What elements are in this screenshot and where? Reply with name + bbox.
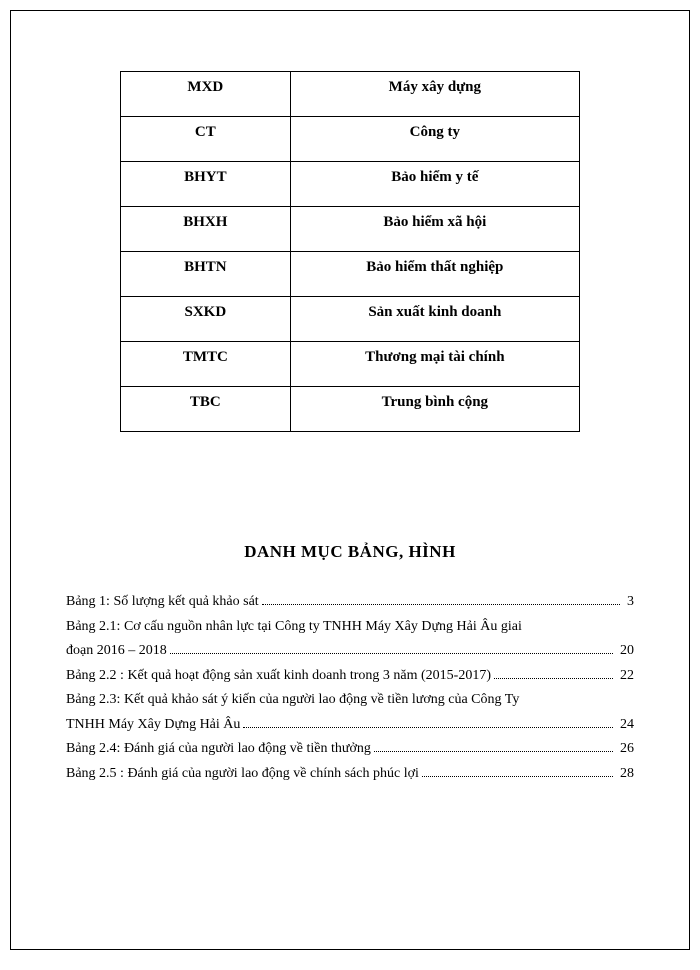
abbr-cell: BHTN bbox=[121, 252, 291, 297]
table-row: BHTN Bảo hiểm thất nghiệp bbox=[121, 252, 580, 297]
table-row: TBC Trung bình cộng bbox=[121, 387, 580, 432]
table-of-contents: Bảng 1: Số lượng kết quả khảo sát 3 Bảng… bbox=[66, 590, 634, 786]
toc-entry: Bảng 2.2 : Kết quả hoạt động sản xuất ki… bbox=[66, 664, 634, 689]
full-cell: Bảo hiểm thất nghiệp bbox=[290, 252, 579, 297]
toc-text: TNHH Máy Xây Dựng Hải Âu bbox=[66, 713, 240, 738]
table-row: SXKD Sản xuất kinh doanh bbox=[121, 297, 580, 342]
toc-leader bbox=[170, 641, 613, 654]
toc-entry: Bảng 2.4: Đánh giá của người lao động về… bbox=[66, 737, 634, 762]
toc-text: Bảng 2.4: Đánh giá của người lao động về… bbox=[66, 737, 371, 762]
toc-page: 24 bbox=[616, 713, 634, 738]
toc-entry: Bảng 1: Số lượng kết quả khảo sát 3 bbox=[66, 590, 634, 615]
toc-page: 26 bbox=[616, 737, 634, 762]
toc-leader bbox=[262, 592, 620, 605]
toc-text: Bảng 2.1: Cơ cấu nguồn nhân lực tại Công… bbox=[66, 615, 634, 640]
toc-leader bbox=[494, 666, 613, 679]
full-cell: Trung bình cộng bbox=[290, 387, 579, 432]
table-row: TMTC Thương mại tài chính bbox=[121, 342, 580, 387]
document-page: MXD Máy xây dựng CT Công ty BHYT Bảo hiể… bbox=[10, 10, 690, 950]
table-row: MXD Máy xây dựng bbox=[121, 72, 580, 117]
abbr-cell: TMTC bbox=[121, 342, 291, 387]
abbr-cell: SXKD bbox=[121, 297, 291, 342]
toc-text: đoạn 2016 – 2018 bbox=[66, 639, 167, 664]
full-cell: Công ty bbox=[290, 117, 579, 162]
abbr-cell: BHXH bbox=[121, 207, 291, 252]
toc-text: Bảng 1: Số lượng kết quả khảo sát bbox=[66, 590, 259, 615]
abbreviations-table: MXD Máy xây dựng CT Công ty BHYT Bảo hiể… bbox=[120, 71, 580, 432]
toc-page: 20 bbox=[616, 639, 634, 664]
abbr-cell: MXD bbox=[121, 72, 291, 117]
table-row: BHXH Bảo hiểm xã hội bbox=[121, 207, 580, 252]
toc-text: Bảng 2.5 : Đánh giá của người lao động v… bbox=[66, 762, 419, 787]
table-row: CT Công ty bbox=[121, 117, 580, 162]
toc-text: Bảng 2.3: Kết quả khảo sát ý kiến của ng… bbox=[66, 688, 634, 713]
full-cell: Máy xây dựng bbox=[290, 72, 579, 117]
full-cell: Bảo hiểm y tế bbox=[290, 162, 579, 207]
toc-entry: Bảng 2.5 : Đánh giá của người lao động v… bbox=[66, 762, 634, 787]
abbr-cell: BHYT bbox=[121, 162, 291, 207]
toc-leader bbox=[374, 739, 613, 752]
section-title: DANH MỤC BẢNG, HÌNH bbox=[66, 542, 634, 562]
full-cell: Bảo hiểm xã hội bbox=[290, 207, 579, 252]
full-cell: Sản xuất kinh doanh bbox=[290, 297, 579, 342]
toc-entry: Bảng 2.1: Cơ cấu nguồn nhân lực tại Công… bbox=[66, 615, 634, 664]
toc-page: 22 bbox=[616, 664, 634, 689]
abbr-cell: TBC bbox=[121, 387, 291, 432]
abbr-cell: CT bbox=[121, 117, 291, 162]
toc-page: 3 bbox=[623, 590, 634, 615]
toc-leader bbox=[422, 764, 613, 777]
toc-page: 28 bbox=[616, 762, 634, 787]
toc-leader bbox=[243, 715, 613, 728]
full-cell: Thương mại tài chính bbox=[290, 342, 579, 387]
toc-entry: Bảng 2.3: Kết quả khảo sát ý kiến của ng… bbox=[66, 688, 634, 737]
table-row: BHYT Bảo hiểm y tế bbox=[121, 162, 580, 207]
toc-text: Bảng 2.2 : Kết quả hoạt động sản xuất ki… bbox=[66, 664, 491, 689]
